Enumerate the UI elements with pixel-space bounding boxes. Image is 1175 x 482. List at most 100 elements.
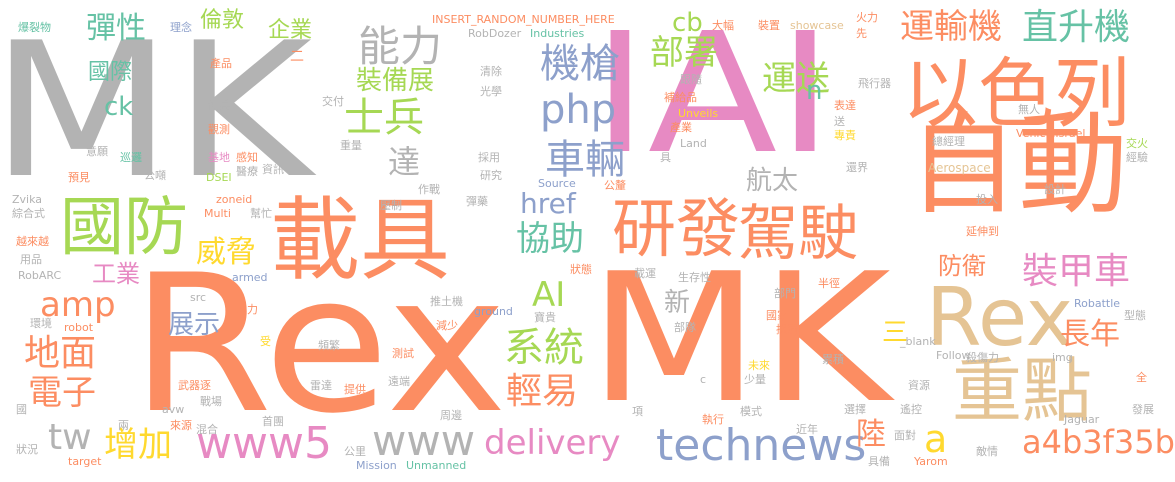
word-yuanduan: 遠端 (388, 375, 410, 388)
word-san: 三 (882, 318, 909, 348)
word-xuanze: 選擇 (844, 403, 866, 416)
word-ai: AI (532, 275, 566, 315)
word-baogui: 寶貴 (534, 311, 556, 324)
word-yunshuji: 運輸機 (900, 7, 1002, 47)
word-unmanned: Unmanned (406, 459, 467, 472)
word-yazhi: 壓制 (380, 199, 402, 212)
word-guangxue: 光學 (480, 85, 502, 98)
word-xin: 新 (664, 288, 691, 318)
word-zhanshi: 展示 (168, 310, 221, 340)
word-jingyan: 經驗 (1126, 151, 1148, 164)
word-laiyuan: 來源 (170, 419, 192, 432)
word-follow: Follow (936, 349, 971, 362)
word-yuelaiyue: 越來越 (16, 235, 49, 248)
word-tuituji: 推土機 (430, 295, 463, 308)
word-yanshendao: 延伸到 (966, 225, 999, 238)
word-ganzhi: 感知 (236, 151, 258, 164)
word-href: href (520, 187, 576, 220)
word-chanye: 產業 (670, 121, 692, 134)
word-www5: www5 (196, 418, 332, 469)
word-jidi: 基地 (208, 151, 230, 164)
word-qingyi: 輕易 (506, 371, 579, 412)
word-shoutuan: 首團 (262, 415, 284, 428)
word-source: Source (538, 177, 576, 190)
word-a: a (924, 417, 948, 461)
word-zhoubian: 周邊 (440, 409, 462, 422)
word-img: img (1052, 351, 1073, 364)
word-cheliang: 車輛 (545, 137, 625, 183)
word-n: n (806, 76, 823, 106)
word-technews: technews (656, 420, 867, 471)
word-php: php (540, 87, 617, 133)
word-robattle: Robattle (1074, 297, 1121, 310)
word-zaiju: 載具 (270, 188, 450, 293)
word-unveils: Unveils (678, 107, 719, 120)
word-bangmang: 幫忙 (250, 207, 272, 220)
word-yaokong: 遙控 (900, 403, 922, 416)
word-sheji: 設計 (1044, 183, 1066, 196)
word-shibing: 士兵 (344, 95, 424, 141)
word-shaoliang: 少量 (744, 373, 766, 386)
word-caigou: 採購 (776, 323, 798, 336)
word-ju: 具 (660, 151, 671, 164)
word-xiezhu: 協助 (516, 219, 584, 259)
word-src: src (190, 291, 207, 304)
word-chanpin: 產品 (210, 57, 232, 70)
word-a4b3f35b: a4b3f35b (1022, 423, 1175, 461)
word-jinnian: 近年 (796, 423, 818, 436)
word-ceshi: 測試 (392, 347, 414, 360)
word-guojia: 國家 (766, 309, 788, 322)
word-xunluo: 巡邏 (120, 151, 142, 164)
word-touru: 投入 (976, 193, 998, 206)
word-target: target (68, 455, 102, 468)
word-zaiyun: 載運 (634, 267, 656, 280)
word-amp: amp (40, 285, 116, 325)
word-haijie: 還界 (846, 161, 868, 174)
word-avw: avw (162, 403, 185, 416)
word-bumen: 部門 (774, 287, 796, 300)
word-mission: Mission (356, 459, 397, 472)
word-zhuangtai: 狀態 (570, 263, 592, 276)
word-diqing: 敵情 (976, 445, 998, 458)
word-jiashi: 駕駛 (738, 199, 858, 269)
word-xian: 先 (856, 27, 867, 40)
word-hunhe: 混合 (196, 423, 218, 436)
word-huanjing: 環境 (30, 317, 52, 330)
word-nengli: 能力 (358, 22, 443, 71)
word-shengcunxing: 生存性 (678, 271, 711, 284)
word-weilai: 未來 (748, 359, 770, 372)
word-shashangli: 殺傷力 (966, 351, 999, 364)
word-biaoda: 表達 (834, 99, 856, 112)
word-aerospace: Aerospace (928, 161, 991, 175)
word-guo: 國 (16, 403, 27, 416)
word-caiyong: 採用 (478, 151, 500, 164)
word-fazhan: 發展 (1132, 403, 1154, 416)
word-robarc: RobARC (18, 269, 62, 282)
word-ground: ground (474, 305, 513, 318)
word-hangtai: 航太 (746, 166, 799, 196)
word-land: Land (680, 137, 707, 150)
word-guofang: 國防 (60, 191, 188, 265)
word-zhuangzhi: 裝置 (758, 19, 780, 32)
word-bushu: 部署 (650, 33, 718, 73)
word-ziyuan: 資源 (908, 379, 930, 392)
word-wuqizhu: 武器逐 (178, 379, 211, 392)
word-pinfan: 頻繁 (318, 339, 340, 352)
word-armed: armed (232, 271, 268, 284)
word-yanjiu: 研究 (480, 169, 502, 182)
word-tw: tw (48, 417, 92, 458)
word-zongjingli: 總經理 (932, 135, 965, 148)
word-banjing: 半徑 (818, 277, 840, 290)
word-zixun: 資訊 (262, 163, 284, 176)
word-blank: _blank (900, 335, 936, 348)
word-zengjia: 增加 (104, 425, 172, 465)
word-moshi: 模式 (740, 405, 762, 418)
word-fangwei: 防衛 (938, 252, 986, 280)
word-changnian: 長年 (1060, 317, 1120, 352)
word-jiaohuo: 交火 (1126, 137, 1148, 150)
word-jianshao: 減少 (436, 319, 458, 332)
word-feixingqi: 飛行器 (858, 77, 891, 90)
word-zhuangjiache: 裝甲車 (1022, 251, 1131, 292)
word-dsei: DSEI (206, 171, 232, 184)
